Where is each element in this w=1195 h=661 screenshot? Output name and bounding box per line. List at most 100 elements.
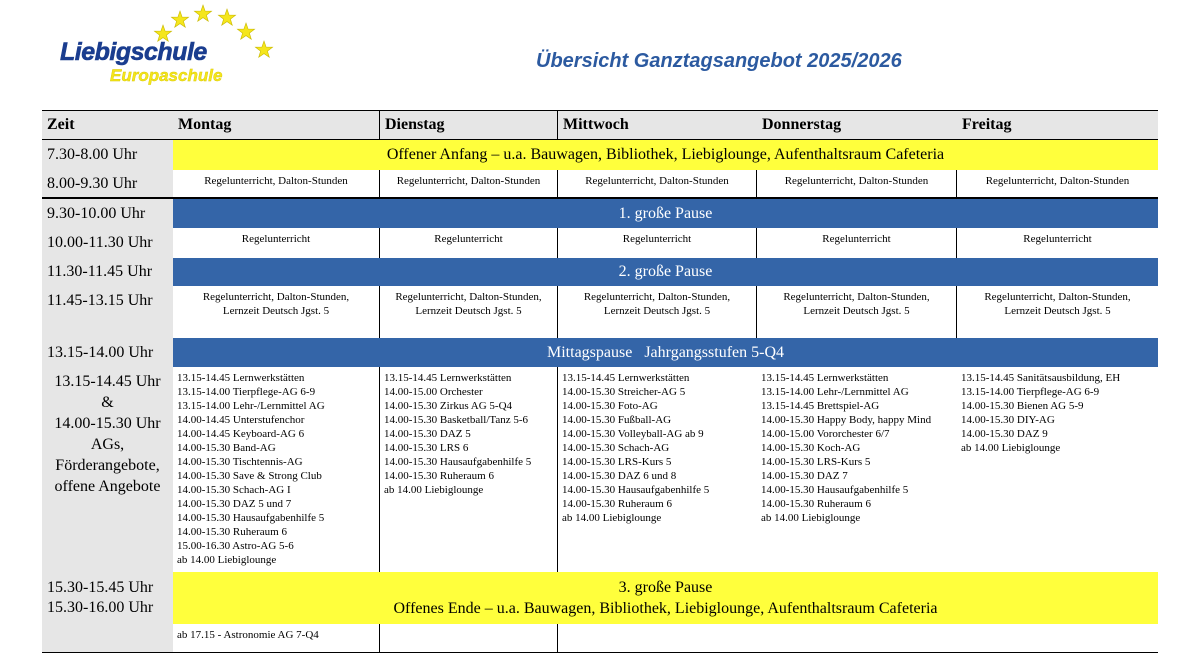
ag-item: ab 14.00 Liebiglounge bbox=[562, 512, 662, 524]
time-text: 14.00-15.30 Uhr bbox=[54, 415, 161, 432]
ag-list-dienstag: 13.15-14.45 Lernwerkstätten 14.00-15.00 O… bbox=[380, 367, 558, 572]
ag-item: 13.15-14.45 Lernwerkstätten bbox=[384, 372, 512, 384]
header-mittwoch: Mittwoch bbox=[558, 110, 757, 140]
ag-item: 14.00-15.30 Schach-AG bbox=[562, 442, 670, 454]
time-cell-empty bbox=[42, 624, 173, 652]
ag-item: ab 14.00 Liebiglounge bbox=[961, 442, 1061, 454]
ag-item: 14.00-14.45 Keyboard-AG 6 bbox=[177, 428, 305, 440]
time-cell: 13.15-14.00 Uhr bbox=[42, 338, 173, 367]
ag-item: ab 14.00 Liebiglounge bbox=[761, 512, 861, 524]
ag-item: 14.00-15.30 Streicher-AG 5 bbox=[562, 386, 686, 398]
lesson-text: Regelunterricht, Dalton-Stunden, bbox=[984, 291, 1131, 303]
header-zeit: Zeit bbox=[42, 110, 173, 140]
time-text: 15.30-15.45 Uhr bbox=[47, 579, 154, 596]
time-text: Förderangebote, bbox=[55, 457, 160, 474]
lesson-cell: Regelunterricht, Dalton-Stunden, Lernzeit… bbox=[957, 286, 1158, 338]
ag-list-montag: 13.15-14.45 Lernwerkstätten 13.15-14.00 T… bbox=[173, 367, 380, 572]
ag-list-mittwoch: 13.15-14.45 Lernwerkstätten 14.00-15.30 S… bbox=[558, 367, 757, 572]
empty-cell bbox=[380, 624, 558, 652]
time-cell: 7.30-8.00 Uhr bbox=[42, 140, 173, 170]
ag-item: 14.00-15.30 Ruheraum 6 bbox=[384, 470, 494, 482]
ag-item: 14.00-14.45 Unterstufenchor bbox=[177, 414, 305, 426]
lesson-cell: Regelunterricht, Dalton-Stunden bbox=[380, 170, 558, 198]
table-bottom-border bbox=[42, 652, 1158, 653]
divider bbox=[42, 197, 1158, 199]
ag-item: 14.00-15.30 Zirkus AG 5-Q4 bbox=[384, 400, 513, 412]
lesson-cell: Regelunterricht, Dalton-Stunden, Lernzeit… bbox=[757, 286, 957, 338]
lesson-cell: Regelunterricht, Dalton-Stunden bbox=[985, 175, 1130, 187]
band-open-start: Offener Anfang – u.a. Bauwagen, Biblioth… bbox=[173, 140, 1158, 170]
lesson-text: Regelunterricht, Dalton-Stunden, bbox=[783, 291, 930, 303]
ag-item: 14.00-15.30 Volleyball-AG ab 9 bbox=[562, 428, 704, 440]
time-cell: 10.00-11.30 Uhr bbox=[42, 228, 173, 258]
time-cell-ags: 13.15-14.45 Uhr & 14.00-15.30 Uhr AGs, F… bbox=[42, 367, 173, 572]
lesson-text: Lernzeit Deutsch Jgst. 5 bbox=[1004, 305, 1111, 317]
time-cell: 15.30-15.45 Uhr 15.30-16.00 Uhr bbox=[42, 572, 173, 624]
ag-item: 14.00-15.30 Koch-AG bbox=[761, 442, 861, 454]
time-cell: 11.30-11.45 Uhr bbox=[42, 258, 173, 286]
logo-name: Liebigschule bbox=[60, 38, 208, 66]
lesson-text: Regelunterricht, Dalton-Stunden, bbox=[583, 291, 731, 303]
star-icon bbox=[237, 22, 255, 40]
ag-item: 14.00-15.30 DAZ 5 und 7 bbox=[177, 498, 292, 510]
lesson-cell: Regelunterricht bbox=[173, 228, 380, 258]
star-icon bbox=[218, 8, 236, 26]
time-text: AGs, bbox=[90, 436, 125, 453]
ag-item: 14.00-15.30 Save & Strong Club bbox=[177, 470, 322, 482]
ag-item: 14.00-15.30 Fußball-AG bbox=[562, 414, 672, 426]
header-donnerstag: Donnerstag bbox=[757, 110, 957, 140]
ag-item: 14.00-15.30 Happy Body, happy Mind bbox=[761, 414, 932, 426]
ag-item: 14.00-15.30 Ruheraum 6 bbox=[562, 498, 672, 510]
ag-item: 14.00-15.00 Orchester bbox=[384, 386, 483, 398]
lesson-text: Lernzeit Deutsch Jgst. 5 bbox=[603, 305, 711, 317]
ag-item: 14.00-15.30 Foto-AG bbox=[562, 400, 658, 412]
lesson-cell: Regelunterricht bbox=[757, 228, 957, 258]
ag-item: 15.00-16.30 Astro-AG 5-6 bbox=[177, 540, 294, 552]
ag-item: 14.00-15.30 LRS-Kurs 5 bbox=[761, 456, 871, 468]
time-cell: 8.00-9.30 Uhr bbox=[42, 170, 173, 198]
ag-item: 14.00-15.30 DAZ 7 bbox=[761, 470, 848, 482]
star-icon bbox=[194, 4, 212, 22]
ag-item: 13.15-14.00 Lehr-/Lernmittel AG bbox=[177, 400, 325, 412]
band-break-1: 1. große Pause bbox=[173, 199, 1158, 228]
ag-item: 14.00-15.30 LRS 6 bbox=[384, 442, 469, 454]
ag-item: 14.00-15.30 Tischtennis-AG bbox=[177, 456, 303, 468]
ag-item: 14.00-15.30 DAZ 9 bbox=[961, 428, 1048, 440]
ag-item: 14.00-15.30 Hausaufgabenhilfe 5 bbox=[384, 456, 532, 468]
ag-item: ab 14.00 Liebiglounge bbox=[177, 554, 277, 566]
lesson-text: Lernzeit Deutsch Jgst. 5 bbox=[415, 305, 522, 317]
ag-item: 14.00-15.30 DAZ 5 bbox=[384, 428, 471, 440]
ag-item: 14.00-15.30 Hausaufgabenhilfe 5 bbox=[562, 484, 710, 496]
late-text: ab 17.15 - Astronomie AG 7-Q4 bbox=[177, 629, 319, 641]
ag-item: 13.15-14.45 Lernwerkstätten bbox=[761, 372, 889, 384]
header-montag: Montag bbox=[173, 110, 380, 140]
logo-subtitle: Europaschule bbox=[110, 66, 223, 85]
ag-item: 13.15-14.45 Lernwerkstätten bbox=[562, 372, 690, 384]
header-dienstag: Dienstag bbox=[380, 110, 558, 140]
ag-item: 13.15-14.00 Lehr-/Lernmittel AG bbox=[761, 386, 909, 398]
lesson-cell: Regelunterricht bbox=[558, 228, 757, 258]
band-break-3: 3. große Pause bbox=[618, 579, 713, 596]
ag-item: 13.15-14.00 Tierpflege-AG 6-9 bbox=[961, 386, 1100, 398]
band-break-2: 2. große Pause bbox=[173, 258, 1158, 286]
star-icon bbox=[171, 10, 189, 28]
band-open-end: Offenes Ende – u.a. Bauwagen, Bibliothek… bbox=[393, 600, 938, 617]
lesson-cell: Regelunterricht, Dalton-Stunden bbox=[757, 170, 957, 198]
lesson-text: Regelunterricht, Dalton-Stunden, bbox=[395, 291, 542, 303]
ag-item: 13.15-14.45 Brettspiel-AG bbox=[761, 400, 880, 412]
band-afternoon: 3. große Pause Offenes Ende – u.a. Bauwa… bbox=[173, 572, 1158, 624]
late-activity: ab 17.15 - Astronomie AG 7-Q4 bbox=[173, 624, 380, 652]
ag-item: 14.00-15.30 Ruheraum 6 bbox=[177, 526, 287, 538]
time-text: & bbox=[101, 394, 114, 411]
ag-item: ab 14.00 Liebiglounge bbox=[384, 484, 484, 496]
ag-item: 14.00-15.30 LRS-Kurs 5 bbox=[562, 456, 672, 468]
header-border bbox=[42, 139, 1158, 140]
lesson-cell: Regelunterricht, Dalton-Stunden, Lernzeit… bbox=[380, 286, 558, 338]
lesson-cell: Regelunterricht, Dalton-Stunden bbox=[173, 170, 380, 198]
ag-item: 14.00-15.30 DAZ 6 und 8 bbox=[562, 470, 677, 482]
ag-item: 14.00-15.30 Band-AG bbox=[177, 442, 276, 454]
lesson-cell: Regelunterricht bbox=[380, 228, 558, 258]
ag-item: 14.00-15.30 DIY-AG bbox=[961, 414, 1055, 426]
lesson-cell: Regelunterricht, Dalton-Stunden, Lernzeit… bbox=[558, 286, 757, 338]
ag-item: 14.00-15.30 Schach-AG I bbox=[177, 484, 291, 496]
